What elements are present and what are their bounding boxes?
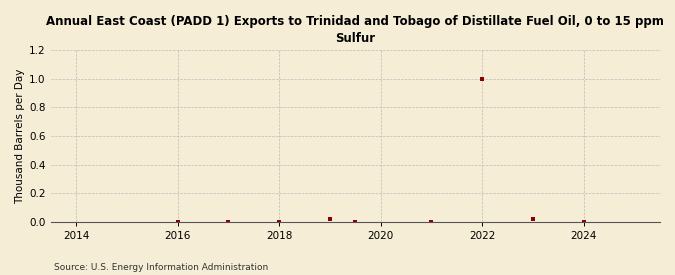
Text: Source: U.S. Energy Information Administration: Source: U.S. Energy Information Administ… xyxy=(54,263,268,272)
Y-axis label: Thousand Barrels per Day: Thousand Barrels per Day xyxy=(15,68,25,204)
Title: Annual East Coast (PADD 1) Exports to Trinidad and Tobago of Distillate Fuel Oil: Annual East Coast (PADD 1) Exports to Tr… xyxy=(47,15,664,45)
